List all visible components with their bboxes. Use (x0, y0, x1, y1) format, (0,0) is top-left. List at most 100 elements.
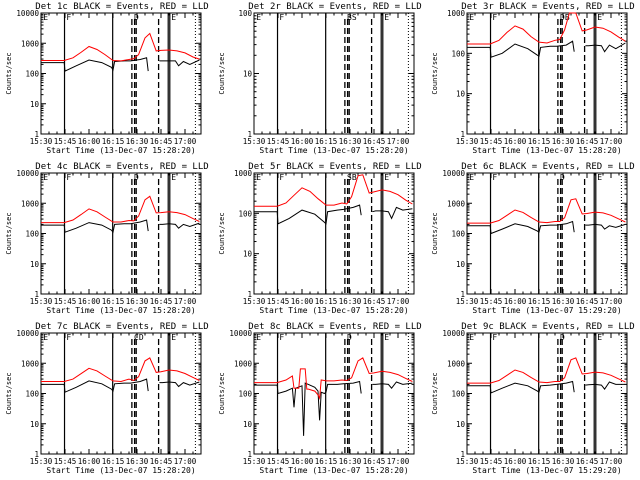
interval-marker-label: CD (134, 333, 144, 342)
y-tick-label: 100 (25, 390, 39, 399)
interval-marker-label: DB (560, 13, 570, 22)
x-tick-label: 16:45 (363, 457, 386, 466)
interval-marker-label: E (256, 333, 261, 342)
interval-marker-label: F (66, 173, 71, 182)
x-tick-label: 16:00 (504, 457, 527, 466)
x-tick-label: 16:30 (339, 137, 362, 146)
y-tick-label: 100 (25, 70, 39, 79)
interval-marker-label: D (560, 333, 565, 342)
detector-panel-7: Det 7c BLACK = Events, RED = LLD Counts/s… (0, 320, 213, 480)
chart-svg: Det 5r BLACK = Events, RED = LLD Counts/s… (218, 162, 422, 315)
x-tick-label: 15:45 (267, 297, 290, 306)
x-tick-label: 16:30 (126, 297, 149, 306)
x-tick-label: 15:30 (30, 137, 53, 146)
series-events-line (41, 378, 200, 393)
interval-marker-label: SB (347, 173, 357, 182)
interval-marker-label: E (171, 13, 176, 22)
y-tick-label: 1 (247, 130, 252, 139)
x-axis-label: Start Time (13-Dec-07 15:29:20) (472, 466, 621, 475)
y-axis-label: Counts/sec (431, 52, 439, 94)
y-tick-label: 10 (30, 100, 40, 109)
series-events-line (254, 204, 413, 225)
interval-marker-label: E (171, 333, 176, 342)
detector-panel-6: Det 6c BLACK = Events, RED = LLD Counts/s… (426, 160, 639, 320)
interval-marker-label: E (43, 13, 48, 22)
y-tick-label: 10 (30, 260, 40, 269)
x-tick-label: 16:00 (78, 137, 101, 146)
x-axis-label: Start Time (13-Dec-07 15:28:20) (259, 306, 408, 315)
x-tick-label: 16:30 (552, 137, 575, 146)
x-tick-label: 15:45 (267, 457, 290, 466)
x-tick-label: 16:30 (552, 297, 575, 306)
interval-marker-label: E (597, 173, 602, 182)
chart-svg: Det 8c BLACK = Events, RED = LLD Counts/s… (218, 322, 422, 475)
interval-marker-label: D (560, 173, 565, 182)
y-tick-label: 1 (34, 290, 39, 299)
y-tick-label: 10 (456, 90, 466, 99)
x-tick-label: 15:30 (456, 297, 479, 306)
detector-panel-3: Det 3r BLACK = Events, RED = LLD Counts/s… (426, 0, 639, 160)
x-axis-label: Start Time (13-Dec-07 15:29:20) (472, 306, 621, 315)
y-tick-label: 1000 (447, 9, 466, 18)
y-tick-label: 10 (243, 70, 253, 79)
x-axis-label: Start Time (13-Dec-07 15:28:20) (259, 146, 408, 155)
x-tick-label: 15:30 (456, 137, 479, 146)
y-tick-label: 10000 (16, 9, 39, 18)
x-axis-label: Start Time (13-Dec-07 15:28:20) (259, 466, 408, 475)
x-tick-label: 16:15 (315, 297, 338, 306)
detector-panel-8: Det 8c BLACK = Events, RED = LLD Counts/s… (213, 320, 426, 480)
x-tick-label: 16:30 (339, 457, 362, 466)
x-tick-label: 15:30 (243, 137, 266, 146)
y-tick-label: 1000 (447, 199, 466, 208)
series-lld-line (254, 174, 413, 207)
chart-title: Det 1c BLACK = Events, RED = LLD (35, 2, 208, 12)
series-events-line (41, 219, 200, 234)
x-tick-label: 16:00 (291, 297, 314, 306)
x-tick-label: 17:00 (174, 137, 197, 146)
x-tick-label: 15:30 (30, 297, 53, 306)
interval-marker-label: D (347, 333, 352, 342)
y-axis-label: Counts/sec (5, 212, 13, 254)
x-tick-label: 15:45 (54, 137, 77, 146)
series-lld-line (467, 357, 626, 384)
x-tick-label: 16:00 (504, 137, 527, 146)
x-tick-label: 17:00 (600, 137, 623, 146)
x-tick-label: 16:00 (78, 457, 101, 466)
series-events-line (254, 380, 413, 436)
y-tick-label: 1 (34, 450, 39, 459)
chart-svg: Det 2r BLACK = Events, RED = LLD Counts/s… (218, 2, 422, 155)
chart-svg: Det 1c BLACK = Events, RED = LLD Counts/s… (5, 2, 209, 155)
x-axis-label: Start Time (13-Dec-07 15:28:20) (472, 146, 621, 155)
x-axis-label: Start Time (13-Dec-07 15:28:20) (46, 466, 195, 475)
series-lld-line (41, 357, 200, 383)
interval-marker-label: E (469, 333, 474, 342)
y-tick-label: 1000 (21, 359, 40, 368)
y-tick-label: 10 (456, 420, 466, 429)
x-tick-label: 15:45 (54, 457, 77, 466)
series-lld-line (467, 12, 626, 45)
chart-title: Det 8c BLACK = Events, RED = LLD (248, 322, 421, 332)
y-axis-label: Counts/sec (218, 372, 226, 414)
interval-marker-label: E (469, 173, 474, 182)
detector-panel-4: Det 4c BLACK = Events, RED = LLD Counts/s… (0, 160, 213, 320)
y-axis-label: Counts/sec (431, 372, 439, 414)
x-tick-label: 15:30 (243, 297, 266, 306)
x-tick-label: 15:45 (480, 457, 503, 466)
y-tick-label: 1 (460, 450, 465, 459)
x-tick-label: 17:00 (387, 137, 410, 146)
interval-marker-label: BS (347, 13, 357, 22)
x-tick-label: 16:30 (552, 457, 575, 466)
x-tick-label: 16:15 (315, 457, 338, 466)
chart-svg: Det 7c BLACK = Events, RED = LLD Counts/s… (5, 322, 209, 475)
series-events-line (467, 40, 626, 58)
x-tick-label: 16:45 (363, 137, 386, 146)
y-tick-label: 100 (238, 209, 252, 218)
series-events-line (41, 57, 200, 72)
series-lld-line (41, 195, 200, 224)
series-lld-line (254, 357, 413, 401)
y-tick-label: 10000 (442, 329, 465, 338)
chart-svg: Det 6c BLACK = Events, RED = LLD Counts/s… (431, 162, 635, 315)
y-axis-label: Counts/sec (5, 52, 13, 94)
chart-svg: Det 3r BLACK = Events, RED = LLD Counts/s… (431, 2, 635, 155)
x-tick-label: 16:15 (315, 137, 338, 146)
